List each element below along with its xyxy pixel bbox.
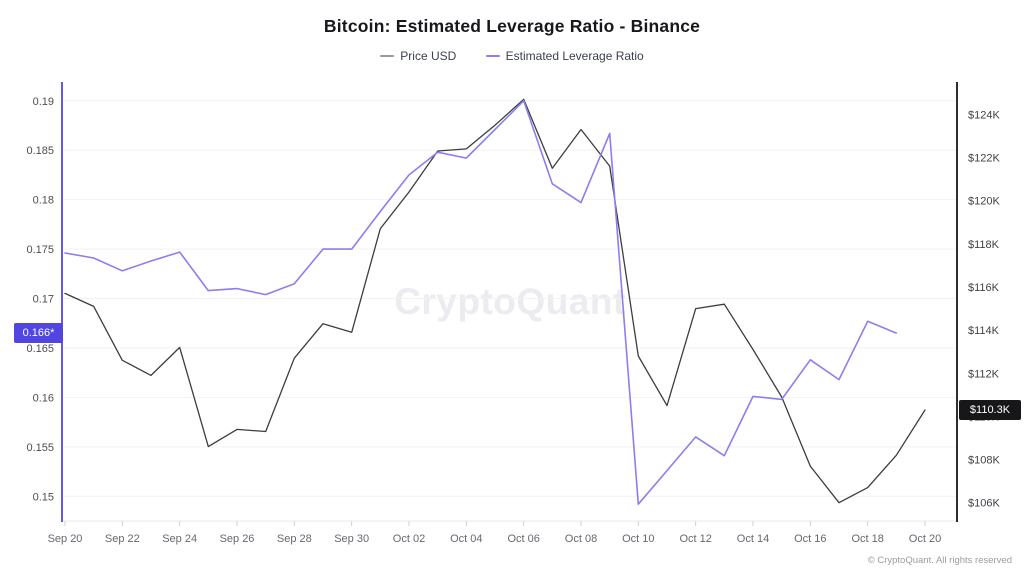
right-axis-tick-label: $116K bbox=[968, 282, 1000, 294]
leverage-line-swatch bbox=[485, 55, 500, 57]
legend: Price USD Estimated Leverage Ratio bbox=[0, 49, 1024, 63]
right-axis-tick-label: $124K bbox=[968, 109, 1000, 121]
left-axis-tick-label: 0.19 bbox=[33, 96, 54, 108]
x-axis-tick-label: Oct 02 bbox=[393, 533, 425, 545]
left-axis-tick-label: 0.155 bbox=[26, 442, 54, 454]
right-axis-tick-label: $114K bbox=[968, 325, 1000, 337]
x-axis-tick-label: Sep 20 bbox=[48, 533, 83, 545]
x-axis-tick-label: Sep 26 bbox=[220, 533, 255, 545]
left-axis-tick-label: 0.15 bbox=[33, 491, 54, 503]
x-axis-tick-label: Oct 06 bbox=[507, 533, 539, 545]
x-axis-tick-label: Oct 14 bbox=[737, 533, 769, 545]
x-axis-tick-label: Oct 16 bbox=[794, 533, 826, 545]
right-axis-tick-label: $122K bbox=[968, 153, 1000, 165]
left-axis-tick-label: 0.185 bbox=[26, 145, 54, 157]
legend-item-price-usd[interactable]: Price USD bbox=[380, 49, 456, 63]
right-axis-tick-label: $120K bbox=[968, 196, 1000, 208]
legend-item-leverage-ratio[interactable]: Estimated Leverage Ratio bbox=[485, 49, 644, 63]
right-axis-tick-label: $106K bbox=[968, 498, 1000, 510]
chart-title: Bitcoin: Estimated Leverage Ratio - Bina… bbox=[323, 16, 701, 36]
leverage-current-value-badge: 0.166* bbox=[14, 323, 63, 343]
left-axis-tick-label: 0.18 bbox=[33, 195, 54, 207]
x-axis-tick-label: Sep 28 bbox=[277, 533, 312, 545]
cryptoquant-watermark: CryptoQuant bbox=[394, 281, 626, 322]
right-axis-tick-label: $108K bbox=[968, 455, 1000, 467]
x-axis-tick-label: Oct 18 bbox=[851, 533, 883, 545]
copyright-notice: © CryptoQuant. All rights reserved bbox=[867, 555, 1012, 566]
x-axis-tick-label: Oct 10 bbox=[622, 533, 654, 545]
price-usd-line bbox=[64, 98, 926, 504]
left-axis-tick-label: 0.16 bbox=[33, 392, 54, 404]
legend-label-leverage-ratio: Estimated Leverage Ratio bbox=[505, 49, 644, 63]
left-axis-tick-label: 0.175 bbox=[26, 244, 54, 256]
estimated-leverage-ratio-line bbox=[64, 100, 898, 506]
price-current-value-badge: $110.3K bbox=[959, 400, 1021, 420]
x-axis-tick-label: Oct 04 bbox=[450, 533, 482, 545]
x-axis-tick-label: Sep 30 bbox=[334, 533, 369, 545]
x-axis-tick-label: Oct 12 bbox=[679, 533, 711, 545]
x-axis-tick-label: Sep 22 bbox=[105, 533, 140, 545]
left-axis-tick-label: 0.17 bbox=[33, 294, 54, 306]
x-axis-tick-label: Oct 20 bbox=[909, 533, 941, 545]
right-axis-tick-label: $118K bbox=[968, 239, 1000, 251]
x-axis-tick-label: Oct 08 bbox=[565, 533, 597, 545]
x-axis-tick-label: Sep 24 bbox=[162, 533, 197, 545]
legend-label-price-usd: Price USD bbox=[400, 49, 457, 63]
left-axis-tick-label: 0.165 bbox=[26, 343, 54, 355]
right-axis-tick-label: $112K bbox=[968, 368, 1000, 380]
price-line-swatch bbox=[380, 55, 395, 57]
